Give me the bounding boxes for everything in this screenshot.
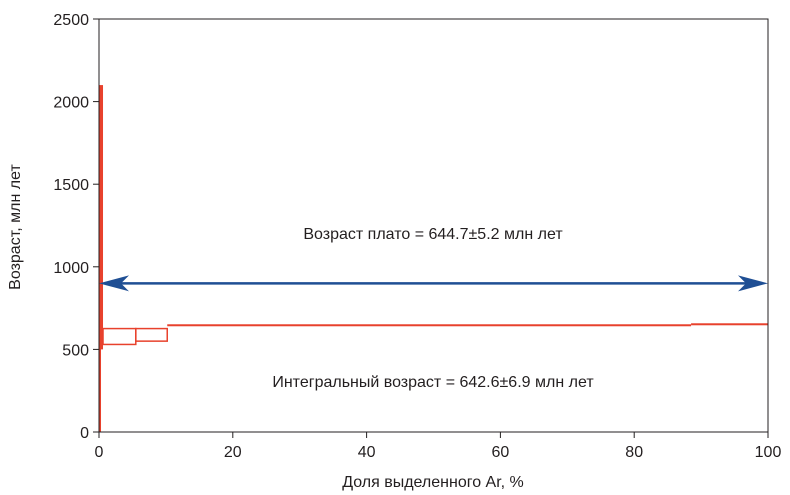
x-tick-label-0: 0 [95,444,104,461]
x-tick-label-40: 40 [358,444,376,461]
plot-frame [98,18,769,433]
x-axis-title: Доля выделенного Ar, % [342,474,524,491]
y-tick-label-0: 0 [80,425,89,442]
integral-age-annotation: Интегральный возраст = 642.6±6.9 млн лет [272,374,594,391]
x-tick-label-100: 100 [755,444,782,461]
y-tick-label-2000: 2000 [53,95,89,112]
age-step-6 [691,323,768,326]
y-tick-label-2500: 2500 [53,12,89,29]
y-tick-label-1000: 1000 [53,260,89,277]
age-step-3 [102,327,137,346]
plateau-arrow-left-head [99,275,129,292]
x-tick-label-20: 20 [224,444,242,461]
plateau-arrow-right-head [738,275,768,292]
plateau-age-annotation: Возраст плато = 644.7±5.2 млн лет [303,226,563,243]
y-tick-label-500: 500 [62,342,89,359]
age-step-4 [135,327,168,342]
age-step-2 [101,85,104,350]
y-tick-label-1500: 1500 [53,177,89,194]
plot-area [99,85,768,432]
age-step-1 [99,85,102,432]
age-step-5 [167,324,692,327]
x-tick-label-80: 80 [625,444,643,461]
y-axis-title: Возраст, млн лет [7,164,24,290]
x-tick-label-60: 60 [492,444,510,461]
